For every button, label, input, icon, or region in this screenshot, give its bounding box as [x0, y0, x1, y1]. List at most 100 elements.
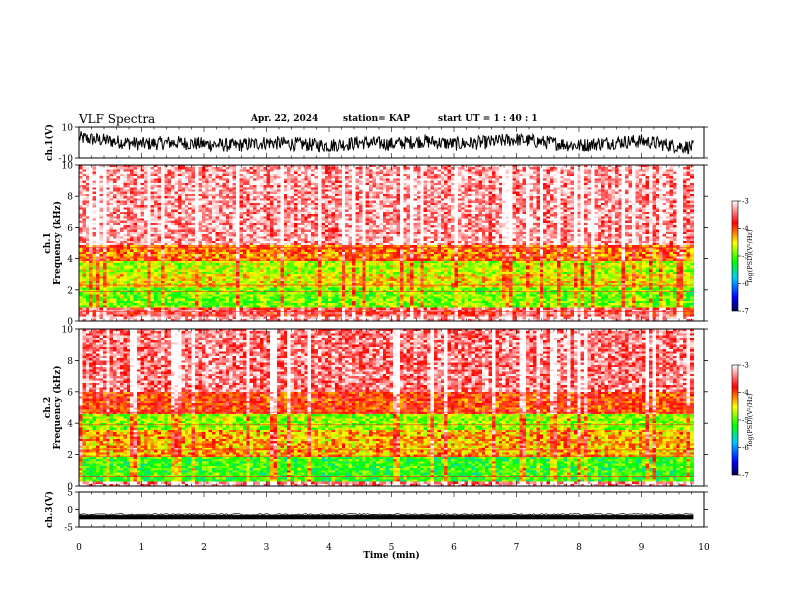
- ch1-spectrogram-cell: [137, 189, 141, 193]
- ch1-spectrogram-cell: [659, 165, 664, 168]
- ch1-spectrogram-cell: [92, 165, 97, 168]
- ch1-spectrogram-cell: [536, 185, 541, 188]
- ch1-spectrogram-cell: [307, 176, 312, 179]
- ch1-spectrogram-cell: [297, 169, 302, 173]
- ch1-spectrogram-cell: [649, 191, 653, 195]
- ch1-spectrogram-cell: [580, 200, 585, 204]
- ch1-spectrogram-cell: [109, 176, 114, 179]
- ch1-spectrogram-cell: [406, 185, 411, 188]
- ch1-spectrogram-cell: [526, 187, 530, 190]
- ch1-spectrogram-cell: [536, 191, 541, 195]
- ch1-spectrogram-cell: [440, 169, 445, 173]
- ch1-spectrogram-cell: [304, 169, 309, 173]
- ch1-spectrogram-cell: [218, 180, 223, 184]
- ch1-spectrogram-cell: [457, 176, 462, 179]
- ch1-spectrogram-cell: [232, 167, 237, 170]
- ch1-spectrogram-cell: [160, 200, 165, 204]
- ch1-spectrogram-cell: [461, 180, 466, 184]
- ch1-spectrogram-cell: [642, 173, 646, 177]
- ch1-spectrogram-cell: [396, 165, 401, 168]
- ch1-spectrogram-cell: [666, 189, 670, 193]
- ch1-spectrogram-cell: [611, 182, 616, 186]
- ch1-spectrogram-cell: [570, 196, 575, 199]
- ch1-spectrogram-cell: [222, 182, 227, 186]
- ch1-spectrogram-cell: [382, 176, 387, 179]
- ch1-spectrogram-cell: [232, 171, 237, 175]
- ch1-spectrogram-cell: [464, 169, 469, 173]
- ch1-spectrogram-cell: [266, 176, 271, 179]
- ch1-spectrogram-cell: [283, 182, 288, 186]
- ch1-spectrogram-cell: [597, 198, 602, 202]
- ch1-spectrogram-cell: [560, 180, 565, 184]
- ch1-spectrogram-cell: [590, 173, 595, 177]
- ch1-spectrogram-cell: [133, 169, 138, 173]
- ch1-spectrogram-cell: [280, 187, 285, 190]
- ch1-spectrogram-cell: [273, 178, 278, 181]
- ch1-spectrogram-cell: [413, 187, 418, 190]
- ch1-spectrogram-cell: [529, 176, 534, 179]
- ch1-spectrogram-cell: [191, 178, 196, 181]
- ch1-spectrogram-cell: [580, 169, 585, 173]
- ch1-spectrogram-cell: [471, 198, 476, 202]
- ch1-spectrogram-cell: [532, 196, 537, 199]
- ch1-spectrogram-cell: [587, 173, 592, 177]
- ch1-spectrogram-cell: [232, 196, 237, 199]
- ch1-spectrogram-cell: [290, 165, 295, 168]
- ch1-spectrogram-cell: [372, 196, 377, 199]
- ch1-spectrogram-cell: [276, 169, 281, 173]
- ch1-spectrogram-cell: [294, 165, 298, 168]
- ch1-spectrogram-cell: [208, 182, 213, 186]
- ch1-spectrogram-cell: [464, 189, 469, 193]
- ch1-spectrogram-cell: [280, 173, 285, 177]
- ch1-spectrogram-cell: [546, 185, 551, 188]
- ch1-spectrogram-cell: [242, 196, 247, 199]
- ch1-spectrogram-cell: [536, 169, 541, 173]
- ch1-spectrogram-cell: [147, 182, 152, 186]
- ch1-spectrogram-cell: [502, 176, 507, 179]
- ch1-spectrogram-cell: [270, 178, 274, 181]
- ch1-spectrogram-cell: [215, 178, 220, 181]
- ch1-spectrogram-cell: [160, 165, 165, 168]
- ch1-spectrogram-cell: [341, 193, 346, 197]
- ch1-spectrogram-cell: [454, 169, 459, 173]
- ch1-spectrogram-cell: [451, 189, 455, 193]
- ch1-spectrogram-cell: [164, 193, 169, 197]
- ch1-spectrogram-cell: [352, 167, 356, 170]
- ch1-spectrogram-cell: [147, 178, 152, 181]
- ch1-spectrogram-cell: [311, 193, 315, 197]
- ch1-spectrogram-cell: [205, 193, 210, 197]
- ch1-spectrogram-cell: [580, 165, 585, 168]
- ch1-spectrogram-cell: [198, 171, 203, 175]
- ch1-spectrogram-cell: [137, 165, 141, 168]
- ch1-spectrogram-cell: [232, 189, 237, 193]
- ch1-spectrogram-cell: [433, 185, 438, 188]
- ch1-spectrogram-cell: [649, 198, 653, 202]
- ch1-spectrogram-cell: [410, 196, 414, 199]
- ch1-spectrogram-cell: [553, 196, 558, 199]
- ch1-spectrogram-cell: [659, 180, 664, 184]
- ch1-spectrogram-cell: [218, 189, 223, 193]
- ch1-spectrogram-cell: [587, 200, 592, 204]
- ch1-spectrogram-cell: [396, 167, 401, 170]
- ch1-spectrogram-cell: [457, 187, 462, 190]
- ch1-spectrogram-cell: [406, 200, 411, 204]
- ch1-spectrogram-cell: [560, 198, 565, 202]
- ch1-spectrogram-cell: [556, 200, 561, 204]
- ch1-spectrogram-cell: [454, 165, 459, 168]
- ch1-spectrogram-cell: [413, 171, 418, 175]
- ch1-spectrogram-cell: [273, 176, 278, 179]
- ch1-spectrogram-cell: [659, 191, 664, 195]
- ch1-spectrogram-cell: [451, 176, 455, 179]
- ch1-spectrogram-cell: [92, 187, 97, 190]
- ch1-spectrogram-cell: [512, 187, 517, 190]
- ch1-spectrogram-cell: [324, 180, 329, 184]
- ch1-spectrogram-cell: [167, 167, 172, 170]
- ch1-spectrogram-cell: [96, 196, 100, 199]
- ch1-spectrogram-cell: [236, 182, 240, 186]
- ch1-spectrogram-cell: [638, 191, 643, 195]
- ch1-spectrogram-cell: [666, 198, 670, 202]
- ch1-spectrogram-cell: [509, 187, 513, 190]
- ch1-spectrogram-cell: [355, 176, 360, 179]
- ch1-spectrogram-cell: [181, 185, 186, 188]
- ch1-spectrogram-cell: [242, 180, 247, 184]
